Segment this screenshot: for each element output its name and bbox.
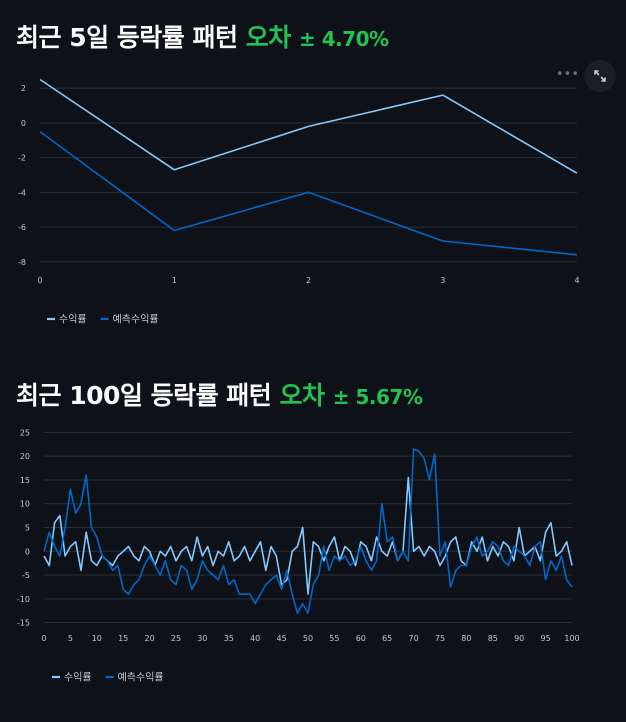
heading-accent: 오차 bbox=[279, 381, 326, 410]
y-tick-label: 10 bbox=[20, 500, 30, 509]
chart-5day[interactable]: 2 0 -2 -4 -6 -8 0 1 2 3 4 수익률 예측수익률 bbox=[0, 60, 626, 340]
series-line-0[interactable] bbox=[43, 476, 573, 595]
x-tick-label: 10 bbox=[92, 634, 102, 643]
y-tick-label: -4 bbox=[18, 188, 26, 197]
y-tick-label: -5 bbox=[22, 571, 30, 580]
heading-accent: 오차 bbox=[245, 23, 292, 52]
chart-100day[interactable]: 25 20 15 10 5 0 -5 -10 -15 0 5 10 15 20 25 30 35 40 45 50 55… bbox=[0, 418, 626, 708]
y-tick-label: -6 bbox=[18, 223, 26, 232]
x-tick-label: 35 bbox=[224, 634, 234, 643]
x-tick-label: 4 bbox=[574, 276, 579, 285]
legend-label[interactable]: 예측수익률 bbox=[118, 672, 164, 684]
heading-text: 최근 5일 등락률 패턴 bbox=[16, 23, 238, 52]
x-tick-label: 30 bbox=[197, 634, 207, 643]
x-tick-label: 85 bbox=[488, 634, 498, 643]
legend-label[interactable]: 예측수익률 bbox=[113, 314, 159, 326]
x-tick-label: 70 bbox=[409, 634, 419, 643]
y-tick-label: 20 bbox=[20, 452, 30, 461]
legend-label[interactable]: 수익률 bbox=[64, 672, 92, 684]
chart-heading-5day: 최근 5일 등락률 패턴 오차 ± 4.70% bbox=[16, 18, 389, 54]
x-tick-label: 25 bbox=[171, 634, 181, 643]
x-tick-label: 60 bbox=[356, 634, 366, 643]
fullscreen-expand-icon[interactable] bbox=[584, 60, 616, 92]
x-tick-label: 100 bbox=[564, 634, 579, 643]
y-tick-label: -8 bbox=[18, 258, 26, 267]
series-line-0[interactable] bbox=[39, 78, 578, 174]
x-tick-label: 75 bbox=[435, 634, 445, 643]
y-tick-label: 15 bbox=[20, 476, 30, 485]
x-tick-label: 0 bbox=[41, 634, 46, 643]
y-tick-label: 0 bbox=[25, 547, 30, 556]
y-tick-label: 2 bbox=[21, 84, 26, 93]
y-tick-label: 5 bbox=[25, 524, 30, 533]
chart-heading-100day: 최근 100일 등락률 패턴 오차 ± 5.67% bbox=[16, 376, 423, 412]
chart-5day-svg: 2 0 -2 -4 -6 -8 0 1 2 3 4 수익률 예측수익률 bbox=[18, 78, 580, 326]
chart-toolbar: ••• bbox=[556, 60, 616, 94]
x-tick-label: 2 bbox=[306, 276, 311, 285]
x-tick-label: 95 bbox=[541, 634, 551, 643]
x-tick-label: 55 bbox=[329, 634, 339, 643]
y-tick-label: -15 bbox=[17, 619, 30, 628]
heading-text: 최근 100일 등락률 패턴 bbox=[16, 381, 272, 410]
x-tick-label: 0 bbox=[37, 276, 42, 285]
y-tick-label: 0 bbox=[21, 119, 26, 128]
x-tick-label: 65 bbox=[382, 634, 392, 643]
x-tick-label: 90 bbox=[514, 634, 524, 643]
error-value: ± 4.70% bbox=[298, 27, 389, 51]
x-tick-label: 45 bbox=[277, 634, 287, 643]
error-value: ± 5.67% bbox=[332, 385, 423, 409]
y-tick-label: 25 bbox=[20, 428, 30, 437]
x-tick-label: 3 bbox=[440, 276, 445, 285]
x-tick-label: 15 bbox=[118, 634, 128, 643]
x-tick-label: 40 bbox=[250, 634, 260, 643]
x-tick-label: 80 bbox=[461, 634, 471, 643]
more-dots-icon[interactable]: ••• bbox=[556, 67, 580, 82]
series-line-1[interactable] bbox=[43, 448, 573, 614]
x-tick-label: 1 bbox=[172, 276, 177, 285]
series-line-1[interactable] bbox=[39, 130, 578, 256]
y-tick-label: -10 bbox=[17, 595, 30, 604]
x-tick-label: 50 bbox=[303, 634, 313, 643]
legend-label[interactable]: 수익률 bbox=[59, 314, 87, 326]
x-tick-label: 5 bbox=[68, 634, 73, 643]
y-tick-label: -2 bbox=[18, 154, 26, 163]
x-tick-label: 20 bbox=[145, 634, 155, 643]
